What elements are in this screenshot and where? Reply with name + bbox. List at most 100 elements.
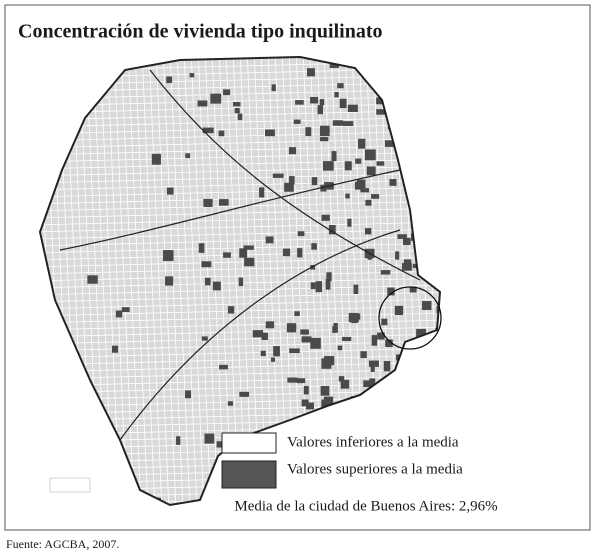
block (320, 126, 330, 136)
block (358, 139, 365, 149)
block (185, 390, 191, 398)
block (345, 194, 349, 199)
block (332, 326, 338, 333)
block (272, 84, 276, 91)
block (333, 120, 343, 126)
block (381, 270, 390, 274)
block (219, 365, 228, 370)
block (185, 153, 190, 158)
block (318, 105, 323, 114)
block (205, 278, 211, 286)
block (323, 161, 334, 171)
block (306, 403, 314, 410)
block (244, 258, 254, 267)
block (304, 386, 309, 394)
block (176, 436, 180, 445)
block (223, 252, 231, 257)
block (320, 99, 325, 105)
block (297, 248, 302, 257)
block (203, 199, 212, 207)
block (271, 358, 275, 362)
block (239, 392, 249, 397)
block (198, 100, 208, 106)
block (87, 275, 97, 283)
block (311, 243, 317, 250)
legend-swatch-low (222, 433, 276, 453)
block (338, 346, 343, 351)
block (167, 188, 174, 195)
legend-label: Valores superiores a la media (287, 461, 463, 477)
block (422, 301, 431, 310)
block (343, 121, 353, 126)
page: Concentración de vivienda tipo inquilina… (0, 0, 595, 554)
block (289, 348, 300, 353)
block (371, 365, 375, 372)
block (233, 102, 240, 106)
block (321, 358, 331, 368)
block (273, 174, 284, 178)
block (122, 307, 130, 312)
source: Fuente: AGCBA, 2007. (6, 537, 119, 551)
block (199, 243, 205, 253)
block (345, 161, 352, 170)
block (261, 351, 266, 356)
legend-swatch-high (222, 461, 276, 488)
block (342, 337, 351, 341)
block (210, 94, 221, 104)
block (381, 319, 387, 326)
legend-label: Valores inferiores a la media (287, 434, 459, 450)
block (355, 159, 361, 164)
block (389, 179, 396, 186)
block (357, 180, 365, 189)
block (311, 282, 316, 289)
block (166, 76, 172, 83)
block (367, 166, 376, 175)
block (302, 336, 312, 342)
block (273, 346, 280, 356)
block (320, 137, 328, 141)
block (404, 259, 411, 263)
block (310, 338, 321, 349)
block (112, 346, 118, 353)
block (265, 129, 275, 136)
block (238, 114, 243, 120)
block (239, 278, 243, 287)
block (287, 323, 296, 332)
block (312, 177, 317, 185)
block (365, 149, 376, 160)
block (316, 281, 322, 292)
block (190, 73, 195, 77)
block (350, 314, 360, 320)
block (365, 228, 371, 234)
block (347, 219, 351, 227)
block (266, 321, 274, 328)
block (219, 199, 229, 206)
block (283, 249, 290, 257)
block (201, 261, 211, 267)
block (371, 194, 379, 199)
block (152, 154, 161, 165)
block (365, 200, 371, 206)
block (337, 83, 343, 88)
block (340, 99, 347, 108)
block (372, 335, 378, 346)
block (300, 329, 309, 334)
block (228, 401, 233, 405)
block (395, 306, 403, 315)
block (228, 306, 234, 313)
block (348, 105, 358, 112)
block (294, 120, 301, 124)
block (305, 127, 311, 136)
block (261, 333, 268, 340)
block (334, 92, 338, 97)
block (253, 330, 263, 337)
block (354, 285, 359, 294)
block (307, 68, 315, 76)
block (223, 89, 230, 95)
block (395, 251, 399, 259)
block (322, 215, 330, 221)
block (219, 131, 225, 137)
block (326, 272, 331, 281)
title: Concentración de vivienda tipo inquilina… (18, 21, 383, 43)
block (163, 250, 174, 261)
